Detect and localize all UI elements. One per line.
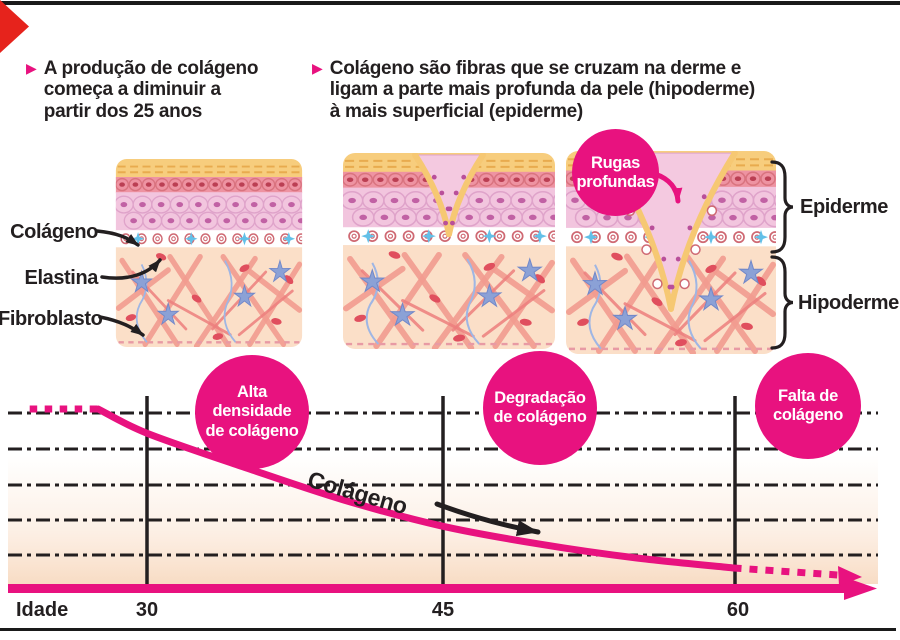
chart-floor-gradient: [8, 455, 878, 584]
collagen-curve-arrowhead: [838, 566, 862, 586]
badge-rugas-profundas: Rugas profundas: [572, 129, 659, 216]
curve-series-label: Colágeno: [304, 466, 411, 520]
curve-label-arrow: [434, 501, 541, 536]
label-fibroblasto: Fibroblasto: [0, 308, 103, 330]
bullet-arrow-icon: ▶: [26, 60, 37, 76]
intro-bullet-1: ▶ A produção de colágeno começa a diminu…: [26, 58, 286, 122]
corner-diamond-icon: [0, 0, 29, 53]
x-axis-bar: [8, 584, 844, 593]
bottom-border: [0, 628, 896, 631]
tick-30: 30: [135, 599, 159, 621]
badge-falta-colageno: Falta de colágeno: [755, 353, 861, 459]
label-epiderme: Epiderme: [800, 196, 888, 218]
badge-degradacao: Degradação de colágeno: [483, 351, 597, 465]
badge-alta-densidade: Alta densidade de colágeno: [195, 355, 309, 469]
intro-bullet-2-text: Colágeno são fibras que se cruzam na der…: [329, 58, 755, 122]
collagen-curve: [94, 405, 737, 572]
intro-bullet-2: ▶ Colágeno são fibras que se cruzam na d…: [312, 58, 782, 122]
label-elastina: Elastina: [24, 267, 99, 289]
x-axis-arrowhead: [844, 577, 877, 600]
skin-panel-middle-wrinkle: [343, 152, 555, 350]
intro-bullet-1-text: A produção de colágeno começa a diminuir…: [43, 58, 259, 122]
tick-45: 45: [431, 599, 455, 621]
x-axis-title: Idade: [16, 599, 69, 621]
bullet-arrow-icon: ▶: [312, 60, 323, 76]
top-border: [0, 1, 900, 5]
label-colageno: Colágeno: [10, 221, 98, 243]
collagen-curve-dotted-end: [733, 564, 839, 579]
label-hipoderme: Hipoderme: [798, 292, 899, 314]
skin-panel-young: [115, 158, 303, 348]
tick-60: 60: [726, 599, 750, 621]
